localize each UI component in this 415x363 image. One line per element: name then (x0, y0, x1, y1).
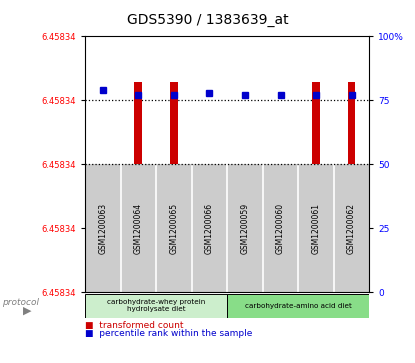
Text: ■  percentile rank within the sample: ■ percentile rank within the sample (85, 329, 252, 338)
Text: GDS5390 / 1383639_at: GDS5390 / 1383639_at (127, 13, 288, 27)
Text: ▶: ▶ (23, 305, 31, 315)
Bar (227, 294, 369, 318)
Bar (312, 82, 320, 164)
Bar (348, 82, 356, 164)
Text: GSM1200063: GSM1200063 (98, 203, 107, 254)
Bar (134, 82, 142, 164)
Text: protocol: protocol (2, 298, 39, 307)
Text: GSM1200062: GSM1200062 (347, 203, 356, 254)
Text: ■  transformed count: ■ transformed count (85, 321, 183, 330)
Text: GSM1200064: GSM1200064 (134, 203, 143, 254)
Text: GSM1200066: GSM1200066 (205, 203, 214, 254)
Bar (170, 82, 178, 164)
Bar (85, 164, 369, 292)
Text: GSM1200061: GSM1200061 (312, 203, 320, 254)
Bar (85, 294, 227, 318)
Text: GSM1200060: GSM1200060 (276, 203, 285, 254)
Text: GSM1200065: GSM1200065 (169, 203, 178, 254)
Text: GSM1200059: GSM1200059 (240, 203, 249, 254)
Text: carbohydrate-whey protein
hydrolysate diet: carbohydrate-whey protein hydrolysate di… (107, 299, 205, 312)
Text: carbohydrate-amino acid diet: carbohydrate-amino acid diet (245, 303, 352, 309)
